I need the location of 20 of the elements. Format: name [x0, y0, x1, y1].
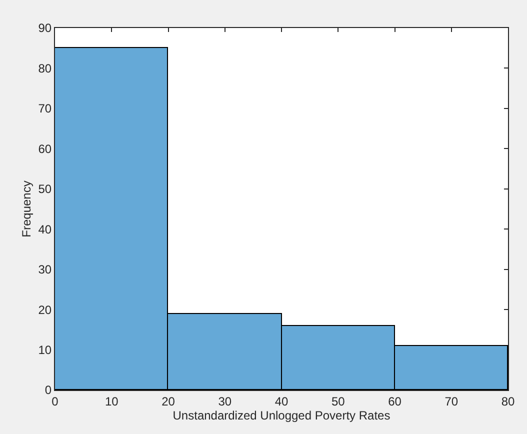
- x-tick-label: 10: [104, 394, 119, 408]
- y-axis-title: Frequency: [20, 180, 34, 238]
- x-tick-label: 40: [274, 394, 288, 408]
- y-tick-label: 70: [38, 102, 52, 116]
- x-axis-title: Unstandardized Unlogged Poverty Rates: [172, 408, 390, 422]
- y-tick-label: 30: [38, 262, 52, 277]
- y-tick-label: 80: [38, 61, 52, 76]
- x-tick-label: 80: [501, 394, 515, 408]
- x-tick-label: 20: [162, 394, 176, 408]
- x-tick-label: 70: [444, 394, 458, 408]
- x-tick-label: 30: [218, 394, 232, 408]
- y-tick-label: 20: [38, 302, 52, 317]
- x-tick-label: 50: [331, 394, 346, 408]
- y-tick-label: 0: [44, 383, 52, 398]
- y-tick-label: 10: [38, 342, 52, 357]
- x-tick-label: 60: [388, 394, 402, 408]
- y-tick-label: 90: [38, 21, 52, 36]
- y-tick-label: 50: [38, 182, 52, 196]
- y-tick-label: 60: [38, 142, 52, 156]
- y-tick-label: 40: [38, 222, 52, 236]
